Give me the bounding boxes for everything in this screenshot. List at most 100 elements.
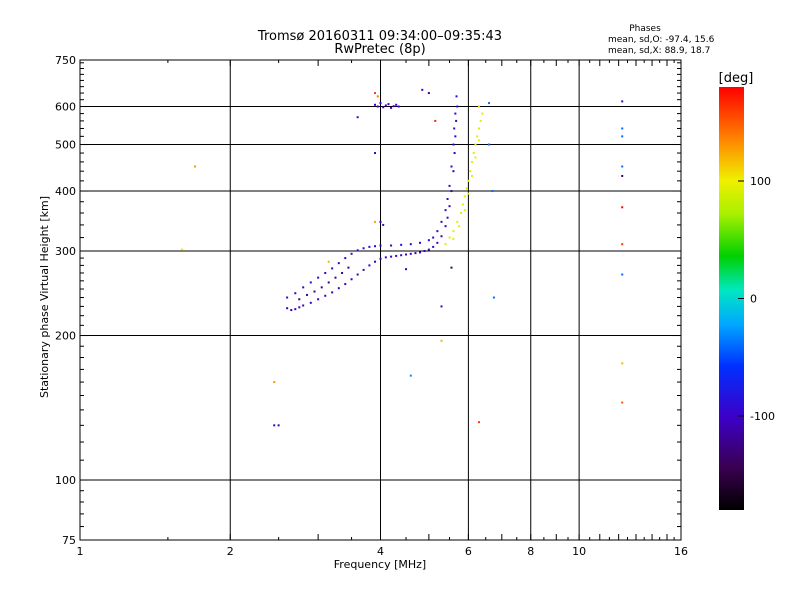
data-point	[472, 152, 475, 155]
y-tick-label: 500	[55, 139, 76, 152]
data-point	[298, 298, 301, 301]
data-point	[390, 244, 393, 247]
data-point	[374, 220, 377, 223]
data-point	[341, 271, 344, 274]
data-point	[419, 241, 422, 244]
data-point	[492, 296, 495, 299]
data-point	[362, 268, 365, 271]
x-tick-label: 6	[465, 545, 472, 558]
data-point	[374, 260, 377, 263]
data-point	[374, 152, 377, 155]
data-point	[440, 305, 443, 308]
data-point	[488, 102, 491, 105]
data-point	[350, 278, 353, 281]
data-point	[405, 268, 408, 271]
data-point	[344, 283, 347, 286]
data-point	[286, 307, 289, 310]
data-point	[434, 119, 437, 122]
data-point	[477, 105, 480, 108]
data-point	[448, 184, 451, 187]
data-point	[374, 103, 377, 106]
data-point	[427, 239, 430, 242]
axis-ticks	[79, 60, 682, 540]
data-point	[456, 220, 459, 223]
data-point	[452, 170, 455, 173]
data-point	[450, 165, 453, 168]
data-point	[379, 244, 382, 247]
data-point	[458, 225, 461, 228]
data-point	[180, 248, 183, 251]
data-point	[302, 286, 305, 289]
data-point	[446, 198, 449, 201]
stats-heading: Phases	[629, 24, 661, 34]
data-point	[436, 241, 439, 244]
data-point	[324, 294, 327, 297]
data-point	[423, 250, 426, 253]
data-point	[395, 103, 398, 106]
data-point	[427, 248, 430, 251]
data-point	[273, 381, 276, 384]
x-tick-label: 4	[377, 545, 384, 558]
data-point	[273, 424, 276, 427]
data-point	[379, 257, 382, 260]
x-tick-label: 10	[572, 545, 586, 558]
data-point	[450, 190, 453, 193]
data-point	[356, 249, 359, 252]
data-point	[450, 266, 453, 269]
y-tick-labels: 75 100 200 300 400 500 600 750	[55, 54, 76, 547]
data-point	[453, 152, 456, 155]
data-point	[460, 212, 463, 215]
data-point	[446, 216, 449, 219]
data-point	[337, 287, 340, 290]
grid-lines	[80, 60, 681, 540]
data-point	[414, 252, 417, 255]
x-tick-label: 2	[227, 545, 234, 558]
colorbar-tick-label: -100	[750, 410, 775, 423]
data-point	[465, 187, 468, 190]
data-point	[306, 293, 309, 296]
data-point	[331, 267, 334, 270]
data-point	[368, 264, 371, 267]
data-point	[440, 339, 443, 342]
data-point	[294, 292, 297, 295]
data-point	[421, 88, 424, 91]
data-point	[320, 286, 323, 289]
data-point	[432, 236, 435, 239]
data-point	[362, 247, 365, 250]
data-point	[309, 281, 312, 284]
x-tick-labels: 1 2 4 6 8 10 16	[77, 545, 689, 558]
data-point	[302, 304, 305, 307]
data-point	[470, 174, 473, 177]
data-point	[419, 251, 422, 254]
data-point	[390, 106, 393, 109]
data-point	[400, 254, 403, 257]
data-point	[474, 143, 477, 146]
colorbar-label: [deg]	[719, 71, 754, 86]
data-point	[440, 235, 443, 238]
data-point	[409, 374, 412, 377]
data-point	[456, 105, 459, 108]
x-axis-label: Frequency [MHz]	[334, 558, 426, 571]
data-point	[327, 281, 330, 284]
data-point	[376, 105, 379, 108]
data-point	[397, 105, 400, 108]
data-point	[467, 192, 470, 195]
data-point	[444, 209, 447, 212]
data-point	[331, 291, 334, 294]
data-point	[409, 252, 412, 255]
data-point	[621, 174, 624, 177]
y-tick-label: 300	[55, 245, 76, 258]
data-point	[350, 252, 353, 255]
x-tick-label: 1	[77, 545, 84, 558]
data-point	[309, 301, 312, 304]
data-point	[621, 100, 624, 103]
data-point	[477, 127, 480, 130]
data-points	[180, 88, 624, 427]
data-point	[390, 255, 393, 258]
data-point	[476, 135, 479, 138]
data-point	[356, 273, 359, 276]
data-point	[379, 220, 382, 223]
data-point	[452, 143, 455, 146]
